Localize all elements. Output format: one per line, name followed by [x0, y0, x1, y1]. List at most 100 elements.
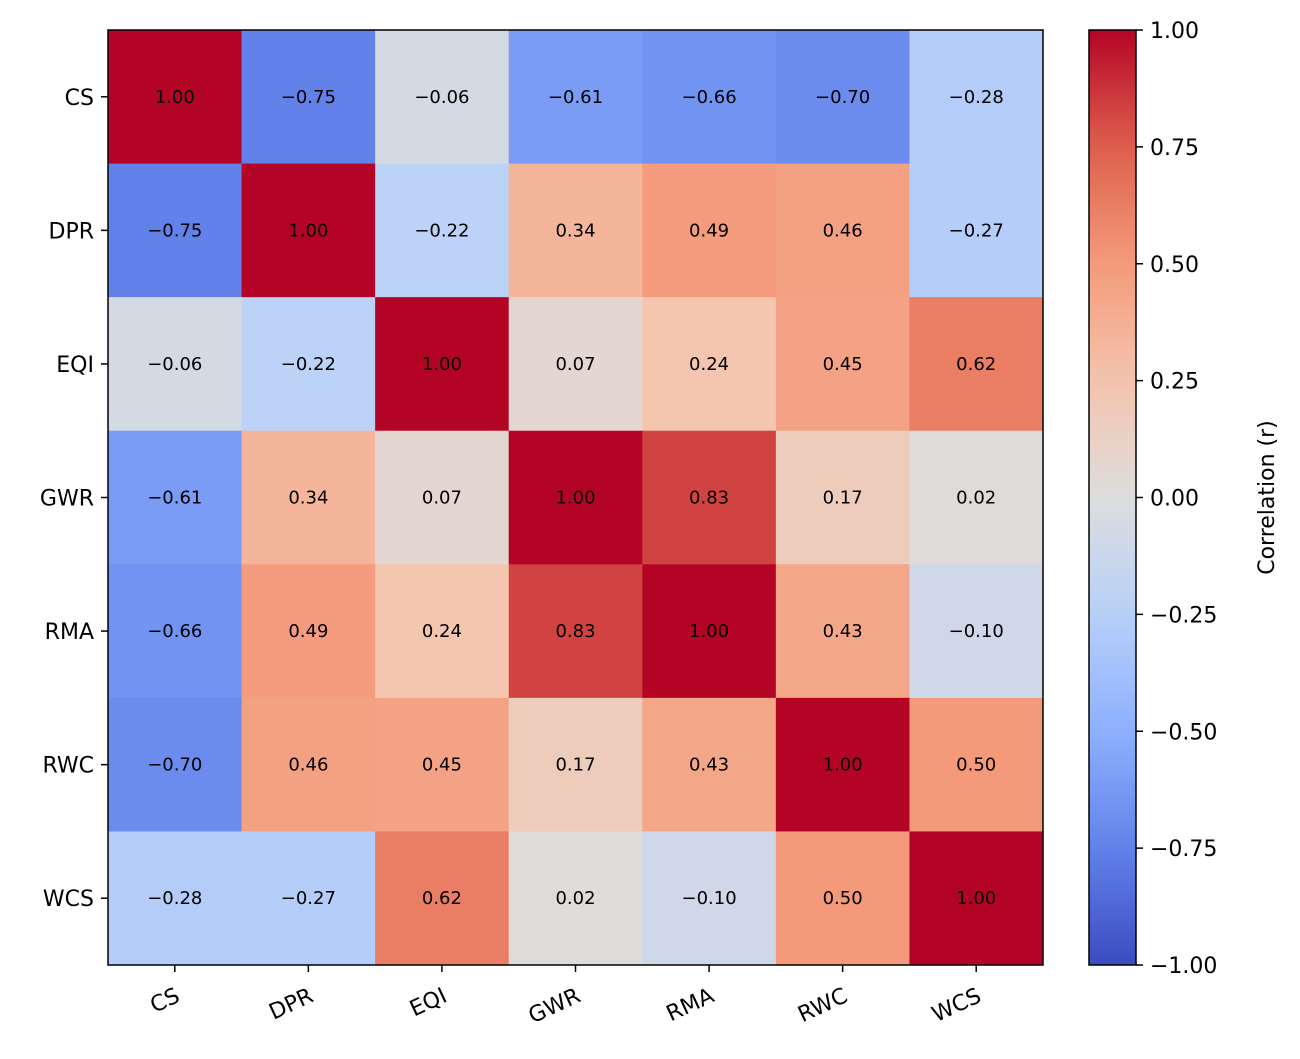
heatmap-cell	[909, 163, 1044, 298]
heatmap-cell	[508, 697, 643, 832]
heatmap-cell	[508, 564, 643, 699]
colorbar-tick-label: 1.00	[1150, 19, 1199, 44]
cell-value-label: 0.49	[689, 220, 729, 241]
colorbar	[1088, 29, 1137, 966]
y-tick-label: EQI	[56, 353, 94, 378]
cell-value-label: −0.70	[815, 87, 870, 108]
cell-value-label: 1.00	[555, 488, 595, 509]
heatmap-cell	[909, 697, 1044, 832]
colorbar-tick-label: 0.50	[1150, 253, 1199, 278]
heatmap-cell	[375, 697, 510, 832]
y-axis: CS DPR EQI GWR RMA RWC WCS	[40, 86, 108, 912]
cell-value-label: −0.22	[281, 354, 336, 375]
cell-value-label: 0.45	[422, 755, 462, 776]
cell-labels: 1.00 −0.75 −0.06 −0.61 −0.66 −0.70 −0.28 −0.75 1…	[147, 87, 1004, 909]
colorbar-title: Correlation (r)	[1255, 420, 1280, 575]
cell-value-label: −0.61	[548, 87, 603, 108]
cell-value-label: 0.17	[555, 755, 595, 776]
cell-value-label: −0.75	[147, 220, 202, 241]
cell-value-label: −0.06	[414, 87, 469, 108]
heatmap-cell	[508, 30, 643, 165]
heatmap-cell	[375, 30, 510, 165]
heatmap-cell	[375, 297, 510, 432]
heatmap-cell	[508, 163, 643, 298]
cell-value-label: −0.61	[147, 488, 202, 509]
cell-value-label: 0.62	[956, 354, 996, 375]
cell-value-label: 0.34	[288, 488, 328, 509]
cell-value-label: −0.28	[949, 87, 1004, 108]
cell-value-label: 0.02	[956, 488, 996, 509]
colorbar-tick-label: 0.00	[1150, 487, 1199, 512]
heatmap-cell	[108, 831, 243, 966]
heatmap-cell	[241, 564, 376, 699]
cell-value-label: 0.46	[288, 755, 328, 776]
cell-value-label: 1.00	[288, 220, 328, 241]
colorbar-tick-label: 0.75	[1150, 136, 1199, 161]
cell-value-label: 0.17	[823, 488, 863, 509]
heatmap-cell	[775, 697, 910, 832]
cell-value-label: −0.22	[414, 220, 469, 241]
colorbar-tick-label: −0.75	[1150, 837, 1217, 862]
cell-value-label: 1.00	[689, 621, 729, 642]
heatmap-cell	[375, 564, 510, 699]
heatmap-cell	[775, 564, 910, 699]
heatmap-cell	[775, 163, 910, 298]
heatmap-cell	[241, 30, 376, 165]
heatmap-cell	[108, 297, 243, 432]
cell-value-label: 0.07	[422, 488, 462, 509]
cell-value-label: −0.10	[681, 888, 736, 909]
heatmap-cell	[241, 831, 376, 966]
heatmap-cell	[241, 697, 376, 832]
colorbar-tick-label: −0.50	[1150, 720, 1217, 745]
heatmap-cell	[642, 697, 777, 832]
cell-value-label: 0.43	[823, 621, 863, 642]
cell-value-label: −0.75	[281, 87, 336, 108]
heatmap-cell	[108, 697, 243, 832]
heatmap-cell	[642, 430, 777, 565]
cell-value-label: 0.45	[823, 354, 863, 375]
cell-value-label: −0.70	[147, 755, 202, 776]
heatmap-cell	[375, 163, 510, 298]
cell-value-label: 1.00	[823, 755, 863, 776]
cell-value-label: 0.46	[823, 220, 863, 241]
heatmap-cell	[775, 430, 910, 565]
cell-value-label: −0.66	[681, 87, 736, 108]
heatmap-cell	[909, 30, 1044, 165]
heatmap-cell	[508, 831, 643, 966]
cell-value-label: −0.10	[949, 621, 1004, 642]
cell-value-label: −0.28	[147, 888, 202, 909]
cell-value-label: 0.62	[422, 888, 462, 909]
heatmap-cell	[108, 430, 243, 565]
cell-value-label: 0.50	[956, 755, 996, 776]
colorbar-tick-label: −0.25	[1150, 603, 1217, 628]
y-tick-label: DPR	[49, 219, 95, 244]
heatmap-cell	[108, 564, 243, 699]
heatmap-cell	[241, 430, 376, 565]
cell-value-label: 0.83	[555, 621, 595, 642]
heatmap-cell	[375, 430, 510, 565]
heatmap-cell	[508, 297, 643, 432]
y-tick-label: RWC	[42, 754, 94, 779]
colorbar-ticks: 1.00 0.75 0.50 0.25 0.00 −0.25 −0.50 −0.75 −1.00	[1136, 19, 1217, 979]
heatmap-cell	[909, 430, 1044, 565]
heatmap-cell	[909, 297, 1044, 432]
cell-value-label: 0.07	[555, 354, 595, 375]
cell-value-label: 0.24	[422, 621, 462, 642]
heatmap-cells	[108, 30, 1044, 966]
cell-value-label: 0.43	[689, 755, 729, 776]
heatmap-cell	[241, 297, 376, 432]
cell-value-label: 0.83	[689, 488, 729, 509]
cell-value-label: 1.00	[956, 888, 996, 909]
cell-value-label: 0.02	[555, 888, 595, 909]
cell-value-label: −0.66	[147, 621, 202, 642]
y-tick-label: WCS	[43, 887, 94, 912]
cell-value-label: 0.49	[288, 621, 328, 642]
cell-value-label: 0.24	[689, 354, 729, 375]
heatmap-cell	[508, 430, 643, 565]
heatmap-cell	[108, 163, 243, 298]
cell-value-label: −0.27	[281, 888, 336, 909]
cell-value-label: 1.00	[155, 87, 195, 108]
cell-value-label: −0.27	[949, 220, 1004, 241]
heatmap-cell	[775, 297, 910, 432]
colorbar-tick-label: 0.25	[1150, 370, 1199, 395]
